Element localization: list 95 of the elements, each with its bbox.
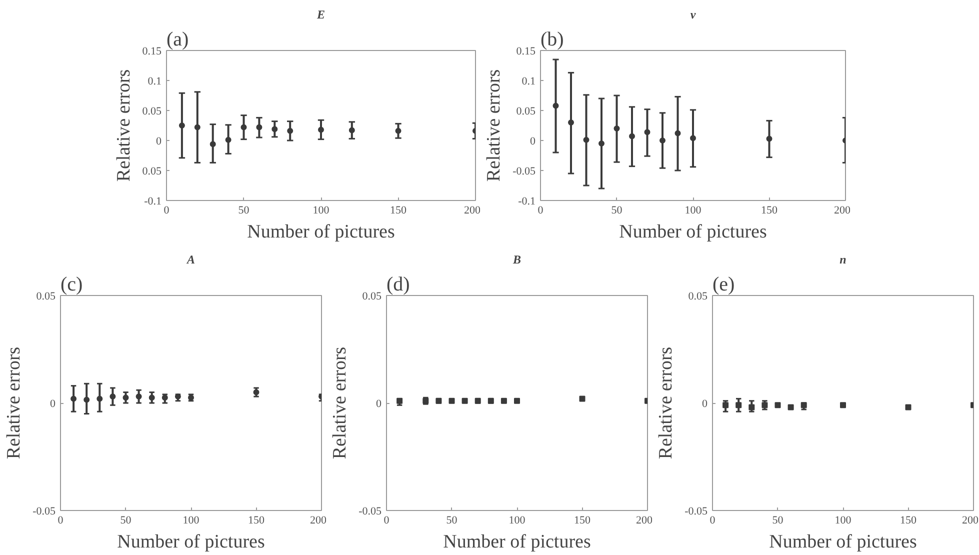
point (674, 130, 681, 136)
x-tick-label: 100 (182, 514, 200, 526)
point (552, 102, 559, 109)
y-tick-label: 0 (156, 136, 162, 148)
chart-title: v (690, 8, 696, 22)
y-tick-label: 0 (376, 398, 382, 410)
y-tick-label: -0.05 (512, 166, 536, 178)
point (766, 136, 772, 142)
point (110, 394, 116, 400)
x-tick-label: 100 (508, 514, 526, 526)
point (256, 124, 262, 130)
x-tick-label: 150 (761, 204, 778, 216)
x-tick-label: 150 (248, 514, 265, 526)
chart-title: B (512, 252, 522, 266)
point (690, 135, 696, 142)
point (194, 124, 200, 130)
y-tick-label: 0.05 (362, 290, 382, 302)
y-axis-title: Relative errors (4, 346, 25, 460)
point (136, 394, 142, 400)
y-tick-label: 0.05 (36, 290, 56, 302)
x-tick-label: 0 (538, 204, 544, 216)
y-tick-label: 0.05 (142, 166, 162, 178)
x-tick-label: 200 (962, 514, 979, 526)
chart-title: A (186, 252, 196, 266)
x-tick-label: 100 (834, 514, 852, 526)
x-tick-label: 200 (834, 204, 851, 216)
y-tick-label: 0.1 (522, 76, 536, 88)
point (348, 127, 355, 134)
x-tick-label: 50 (772, 514, 784, 526)
point (568, 120, 574, 126)
y-axis-title: Relative errors (484, 69, 505, 182)
y-tick-label: 0 (50, 398, 56, 410)
text: (e) (712, 274, 735, 296)
x-tick-label: 150 (390, 204, 407, 216)
x-tick-label: 200 (310, 514, 327, 526)
point (84, 396, 90, 403)
annotation: (a) (166, 28, 189, 50)
x-axis-title: Number of pictures (443, 532, 591, 552)
x-axis-title: Number of pictures (619, 222, 767, 242)
y-tick-label: 0.05 (516, 106, 536, 118)
x-tick-label: 0 (58, 514, 64, 526)
point (583, 136, 590, 143)
y-tick-label: 0 (702, 398, 708, 410)
y-axis-title: Relative errors (656, 346, 677, 460)
y-tick-label: 0.15 (516, 46, 536, 58)
text: (d) (386, 274, 410, 296)
y-tick-label: 0.05 (142, 106, 162, 118)
y-tick-label: -0.05 (358, 506, 382, 518)
x-tick-label: 0 (384, 514, 390, 526)
y-axis-title: Relative errors (113, 69, 134, 182)
point (644, 129, 650, 136)
text: (c) (60, 274, 83, 296)
point (598, 140, 604, 146)
chart-title: n (840, 252, 847, 266)
x-tick-label: 100 (684, 204, 702, 216)
point (122, 394, 129, 401)
point (96, 396, 103, 402)
x-axis-title: Number of pictures (247, 222, 395, 242)
point (318, 126, 324, 133)
point (614, 126, 620, 132)
x-tick-label: 50 (120, 514, 132, 526)
y-tick-label: -0.1 (518, 196, 536, 208)
x-tick-label: 200 (636, 514, 653, 526)
x-tick-label: 100 (312, 204, 330, 216)
x-tick-label: 0 (164, 204, 170, 216)
x-tick-label: 200 (464, 204, 481, 216)
x-tick-label: 0 (710, 514, 716, 526)
point (148, 394, 155, 401)
point (287, 128, 294, 134)
y-tick-label: -0.05 (32, 506, 56, 518)
x-tick-label: 50 (446, 514, 458, 526)
point (629, 133, 635, 140)
y-tick-label: 0.1 (148, 76, 162, 88)
x-axis-title: Number of pictures (769, 532, 917, 552)
y-tick-label: 0.05 (688, 290, 708, 302)
point (210, 141, 216, 148)
annotation: (b) (540, 28, 564, 50)
chart-title: E (316, 8, 326, 22)
y-axis-title: Relative errors (330, 346, 351, 460)
y-tick-label: -0.05 (684, 506, 708, 518)
point (178, 122, 185, 128)
point (395, 128, 402, 134)
x-axis-title: Number of pictures (117, 532, 265, 552)
y-tick-label: -0.1 (144, 196, 162, 208)
x-tick-label: 150 (900, 514, 917, 526)
point (70, 396, 77, 402)
point (272, 126, 278, 132)
x-tick-label: 50 (238, 204, 250, 216)
x-tick-label: 150 (574, 514, 591, 526)
point (240, 124, 247, 130)
point (660, 138, 666, 144)
x-tick-label: 50 (611, 204, 623, 216)
point (225, 136, 232, 143)
y-tick-label: 0 (530, 136, 536, 148)
y-tick-label: 0.15 (142, 46, 162, 58)
